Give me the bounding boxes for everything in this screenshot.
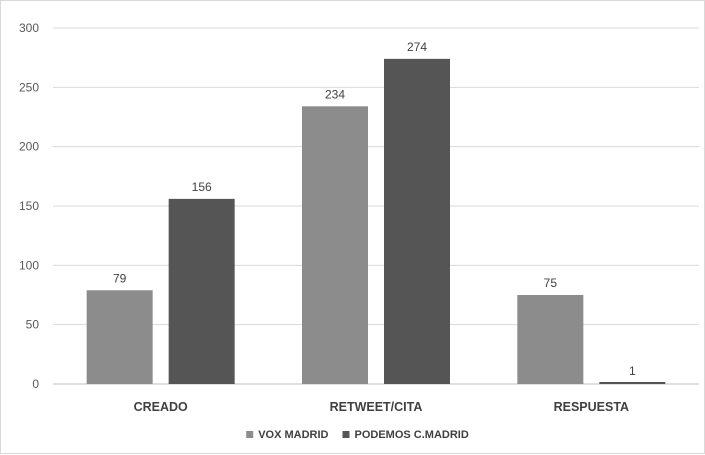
bar-podemos-c-madrid-retweet-cita [384,58,450,384]
x-axis-category-labels: CREADO RETWEET/CITA RESPUESTA [134,400,629,414]
bars [86,58,666,384]
y-axis-tick-labels: 0 50 100 150 200 250 300 [19,21,39,391]
y-tick-label: 250 [19,80,39,94]
y-tick-label: 0 [32,377,39,391]
bar-podemos-c-madrid-creado [168,198,235,384]
category-label: CREADO [134,400,188,414]
y-tick-label: 150 [19,199,39,213]
category-label: RETWEET/CITA [330,400,423,414]
legend-swatch [246,431,254,438]
legend-label: VOX MADRID [258,429,328,441]
bar-vox-madrid-retweet-cita [302,106,368,384]
data-label: 1 [629,364,636,378]
y-tick-label: 300 [19,21,39,35]
legend-item-podemos-c-madrid: PODEMOS C.MADRID [342,429,469,441]
y-tick-label: 50 [26,318,40,332]
legend: VOX MADRID PODEMOS C.MADRID [246,429,469,441]
bar-vox-madrid-creado [86,290,153,384]
legend-label: PODEMOS C.MADRID [355,429,469,441]
legend-item-vox-madrid: VOX MADRID [246,429,329,441]
category-label: RESPUESTA [554,400,629,414]
gridlines [53,27,699,385]
data-label: 79 [113,271,127,285]
y-tick-label: 200 [19,140,39,154]
bar-vox-madrid-respuesta [517,295,584,384]
y-tick-label: 100 [19,258,39,272]
bar-podemos-c-madrid-respuesta [599,382,666,384]
data-label: 156 [192,180,212,194]
data-label: 274 [407,40,427,54]
legend-swatch [342,431,350,438]
data-label: 234 [325,87,345,101]
data-label: 75 [544,276,558,290]
data-labels: 79 156 234 274 75 1 [113,40,636,378]
